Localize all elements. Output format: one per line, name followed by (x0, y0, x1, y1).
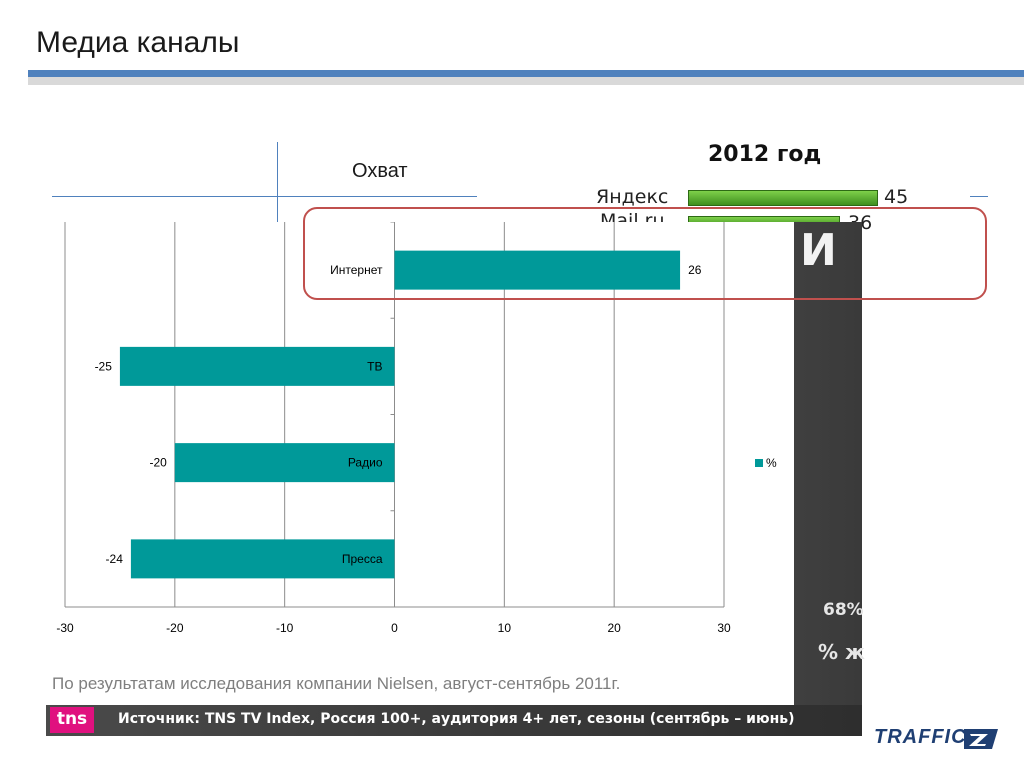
background-year-label: 2012 год (708, 142, 822, 167)
category-label: Интернет (330, 263, 383, 277)
chart-footnote: По результатам исследования компании Nie… (52, 674, 621, 693)
legend-label: % (766, 456, 777, 470)
x-tick-label: 0 (391, 621, 398, 635)
traffic-logo: TRAFFIC (874, 726, 967, 748)
data-label: 26 (688, 263, 702, 277)
dark-panel-big-text: И (800, 225, 837, 276)
background-divider-vertical (277, 142, 278, 222)
bar (174, 443, 395, 483)
background-divider-horizontal-right (970, 196, 988, 197)
x-tick-label: -30 (56, 621, 74, 635)
category-label: Пресса (342, 552, 383, 566)
bar-chart: -30 -20 -10 0 10 20 30 Интернет 26 ТВ -25 Радио -20 П… (56, 221, 777, 635)
category-label: Радио (348, 456, 383, 470)
traffic-flag-icon (964, 729, 998, 749)
x-tick-label: 20 (607, 621, 621, 635)
x-tick-label: -20 (166, 621, 184, 635)
background-bar-label: Яндекс (596, 186, 669, 208)
x-tick-label: 30 (717, 621, 731, 635)
chart-panel: -30 -20 -10 0 10 20 30 Интернет 26 ТВ -25 Радио -20 П… (46, 221, 794, 705)
data-label: -20 (149, 456, 167, 470)
bar (394, 250, 681, 290)
background-divider-horizontal (52, 196, 477, 197)
dark-panel-caption: % ж (818, 640, 865, 664)
tns-logo: tns (50, 707, 94, 733)
background-reach-label: Охват (352, 160, 408, 182)
background-bar (688, 190, 878, 206)
category-label: ТВ (367, 359, 382, 373)
source-text: Источник: TNS TV Index, Россия 100+, ауд… (118, 711, 795, 727)
header-rule-grey (28, 77, 1024, 85)
background-bar-value: 45 (884, 186, 909, 208)
data-label: -24 (106, 552, 124, 566)
dark-panel-percent: 68% (823, 600, 864, 620)
slide-title: Медиа каналы (36, 26, 240, 59)
source-strip (46, 705, 862, 736)
bar (130, 539, 395, 579)
data-label: -25 (95, 359, 113, 373)
x-tick-label: 10 (498, 621, 512, 635)
legend-swatch (755, 459, 763, 467)
header-rule-blue (28, 70, 1024, 77)
bar (119, 346, 395, 386)
x-tick-label: -10 (276, 621, 294, 635)
highlight-box (303, 207, 987, 300)
